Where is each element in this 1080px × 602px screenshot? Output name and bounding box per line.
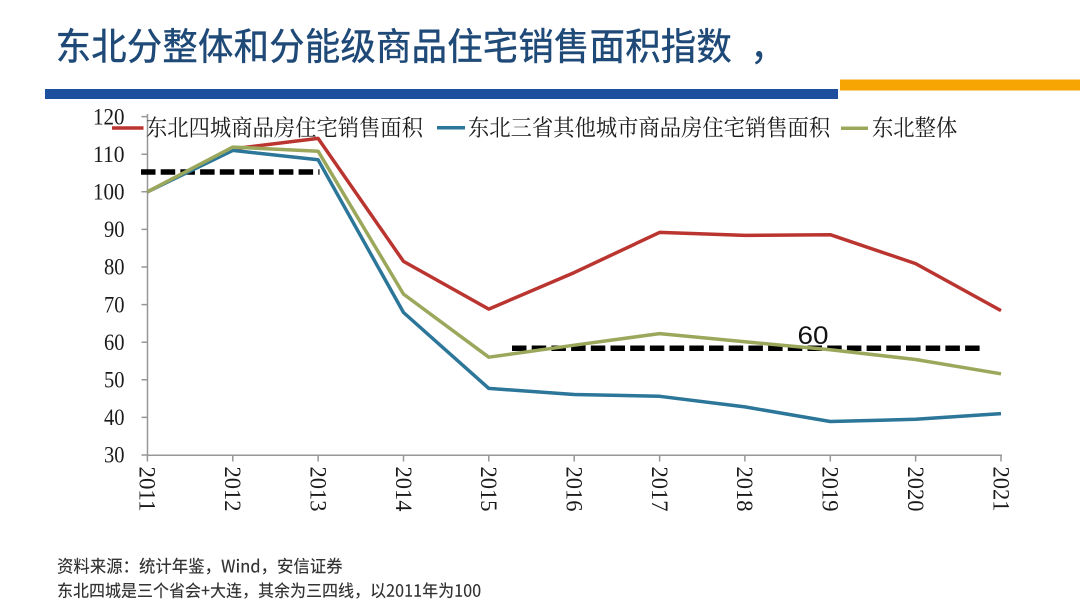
svg-text:2017: 2017 bbox=[646, 467, 672, 512]
svg-text:50: 50 bbox=[104, 368, 125, 394]
svg-text:100: 100 bbox=[93, 180, 125, 206]
svg-text:110: 110 bbox=[93, 142, 125, 168]
svg-text:2021: 2021 bbox=[987, 467, 1013, 512]
svg-text:2020: 2020 bbox=[902, 467, 928, 512]
svg-text:70: 70 bbox=[104, 292, 125, 318]
svg-text:2018: 2018 bbox=[731, 467, 757, 512]
svg-text:2016: 2016 bbox=[561, 467, 587, 512]
svg-text:90: 90 bbox=[104, 217, 125, 243]
svg-text:80: 80 bbox=[104, 255, 125, 281]
svg-text:2012: 2012 bbox=[219, 467, 245, 512]
svg-text:2013: 2013 bbox=[304, 467, 330, 512]
svg-text:2014: 2014 bbox=[390, 467, 416, 512]
svg-text:2015: 2015 bbox=[475, 467, 501, 512]
svg-text:2011: 2011 bbox=[134, 467, 160, 512]
svg-text:60: 60 bbox=[104, 330, 125, 356]
svg-text:2019: 2019 bbox=[817, 467, 843, 512]
svg-text:60: 60 bbox=[798, 322, 829, 350]
svg-text:30: 30 bbox=[104, 443, 125, 469]
svg-text:120: 120 bbox=[93, 104, 125, 130]
svg-text:40: 40 bbox=[104, 405, 125, 431]
